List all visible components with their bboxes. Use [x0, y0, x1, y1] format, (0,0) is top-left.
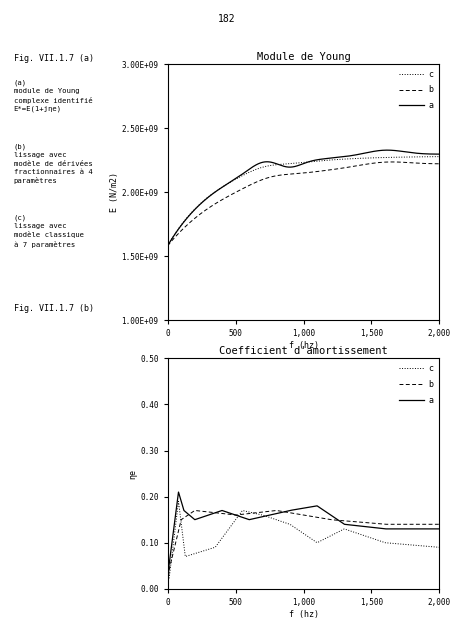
c — [182, 547, 188, 555]
a — [330, 513, 336, 520]
c — [371, 154, 376, 162]
b — [165, 242, 170, 250]
a — [385, 147, 390, 154]
a — [338, 518, 344, 526]
c — [323, 534, 328, 542]
c — [176, 497, 181, 505]
b — [330, 166, 335, 173]
b — [330, 516, 336, 524]
b — [165, 585, 170, 593]
a — [182, 508, 188, 515]
Y-axis label: E (N/m2): E (N/m2) — [110, 172, 119, 212]
c — [399, 540, 405, 548]
c — [338, 527, 344, 534]
a — [437, 525, 442, 532]
Text: (c)
lissage avec
modèle classique
à 7 paramètres: (c) lissage avec modèle classique à 7 pa… — [14, 214, 84, 248]
b — [399, 158, 405, 166]
Text: Fig. VII.1.7 (a): Fig. VII.1.7 (a) — [14, 54, 94, 63]
X-axis label: f (hz): f (hz) — [289, 341, 318, 350]
a — [371, 524, 377, 531]
c — [323, 157, 328, 164]
Line: c: c — [168, 157, 439, 246]
Line: a: a — [168, 150, 439, 246]
Legend: c, b, a: c, b, a — [398, 363, 435, 406]
Text: (a)
module de Young
complexe identifié
E*=E(1+jηe): (a) module de Young complexe identifié E… — [14, 80, 92, 113]
c — [330, 531, 336, 538]
a — [165, 585, 170, 593]
a — [399, 148, 405, 156]
c — [371, 535, 377, 543]
b — [371, 520, 377, 527]
a — [323, 155, 328, 163]
b — [437, 160, 442, 168]
a — [437, 150, 442, 158]
Legend: c, b, a: c, b, a — [398, 68, 435, 112]
b — [182, 514, 187, 522]
c — [182, 217, 187, 225]
a — [182, 218, 187, 225]
a — [330, 154, 335, 162]
b — [323, 515, 328, 523]
b — [338, 516, 344, 524]
a — [371, 148, 376, 156]
c — [165, 242, 170, 250]
a — [323, 508, 328, 516]
b — [338, 164, 343, 172]
Text: 182: 182 — [218, 14, 235, 24]
b — [437, 520, 442, 528]
b — [192, 507, 198, 515]
b — [323, 166, 328, 174]
X-axis label: f (hz): f (hz) — [289, 610, 318, 619]
Line: a: a — [168, 492, 439, 589]
c — [437, 153, 442, 161]
b — [371, 159, 376, 167]
Text: Fig. VII.1.7 (b): Fig. VII.1.7 (b) — [14, 304, 94, 313]
a — [338, 153, 343, 161]
c — [437, 543, 442, 551]
c — [165, 576, 170, 584]
c — [399, 154, 405, 161]
b — [390, 158, 395, 166]
b — [182, 224, 187, 232]
Text: (b)
lissage avec
modèle de dérivées
fractionnaires à 4
paramètres: (b) lissage avec modèle de dérivées frac… — [14, 144, 92, 184]
b — [399, 520, 405, 528]
c — [338, 156, 343, 163]
Line: b: b — [168, 162, 439, 246]
Line: b: b — [168, 511, 439, 589]
Y-axis label: ηe: ηe — [128, 468, 137, 479]
a — [399, 525, 405, 532]
Title: Coefficient d'amortissement: Coefficient d'amortissement — [219, 346, 388, 356]
a — [165, 242, 170, 250]
c — [330, 156, 335, 164]
Title: Module de Young: Module de Young — [257, 52, 350, 62]
Line: c: c — [168, 501, 439, 580]
a — [176, 488, 181, 496]
